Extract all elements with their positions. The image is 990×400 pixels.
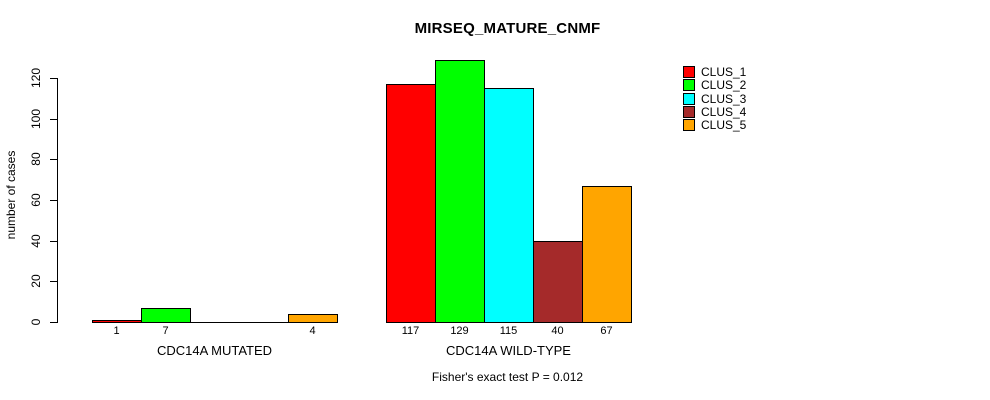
bar-clus_5-group2: [582, 186, 632, 323]
legend-swatch-clus_1: [683, 66, 695, 78]
legend-item: CLUS_5: [683, 119, 746, 131]
legend-swatch-clus_4: [683, 106, 695, 118]
bar-value-label: 117: [401, 325, 420, 337]
legend-swatch-clus_3: [683, 93, 695, 105]
bar-clus_2-group1: [141, 308, 191, 323]
y-tick-label: 60: [29, 193, 43, 207]
bar-clus_2-group2: [435, 60, 485, 323]
y-tick-label: 20: [29, 274, 43, 288]
legend-label: CLUS_2: [701, 78, 747, 92]
legend-label: CLUS_3: [701, 92, 747, 106]
x-axis-group-label: CDC14A MUTATED: [156, 343, 273, 358]
y-tick-label: 100: [29, 108, 43, 130]
bar-clus_1-group1: [92, 320, 142, 323]
bar-value-label: 1: [113, 325, 120, 337]
legend-label: CLUS_4: [701, 105, 747, 119]
y-tick: [50, 119, 57, 120]
y-axis-label: number of cases: [4, 150, 18, 240]
bar-value-label: 115: [499, 325, 518, 337]
bar-clus_1-group2: [386, 84, 436, 323]
y-tick-label: 40: [29, 234, 43, 248]
bar-clus_4-group2: [533, 241, 583, 323]
group-baseline: [92, 322, 338, 323]
bar-value-label: 67: [600, 325, 613, 337]
y-tick: [50, 200, 57, 201]
y-tick: [50, 322, 57, 323]
bar-value-label: 40: [551, 325, 564, 337]
y-tick-label: 0: [29, 318, 43, 326]
x-axis-group-label: CDC14A WILD-TYPE: [446, 343, 571, 358]
legend-swatch-clus_5: [683, 119, 695, 131]
legend-label: CLUS_1: [701, 65, 747, 79]
legend-item: CLUS_2: [683, 79, 746, 91]
y-tick: [50, 281, 57, 282]
y-tick: [50, 241, 57, 242]
legend-label: CLUS_5: [701, 118, 747, 132]
bar-value-label: 7: [162, 325, 169, 337]
fisher-test-annotation: Fisher's exact test P = 0.012: [431, 370, 584, 384]
bar-value-label: 129: [450, 325, 469, 337]
y-axis-line: [57, 78, 58, 323]
bar-value-label: 4: [309, 325, 316, 337]
y-tick: [50, 78, 57, 79]
y-tick-label: 120: [29, 67, 43, 89]
legend-item: CLUS_4: [683, 106, 746, 118]
bar-clus_3-group2: [484, 88, 534, 323]
legend-swatch-clus_2: [683, 79, 695, 91]
y-tick-label: 80: [29, 152, 43, 166]
legend-item: CLUS_1: [683, 66, 746, 78]
y-tick: [50, 159, 57, 160]
chart-title: MIRSEQ_MATURE_CNMF: [414, 20, 601, 37]
legend-item: CLUS_3: [683, 93, 746, 105]
bar-clus_5-group1: [288, 314, 338, 323]
